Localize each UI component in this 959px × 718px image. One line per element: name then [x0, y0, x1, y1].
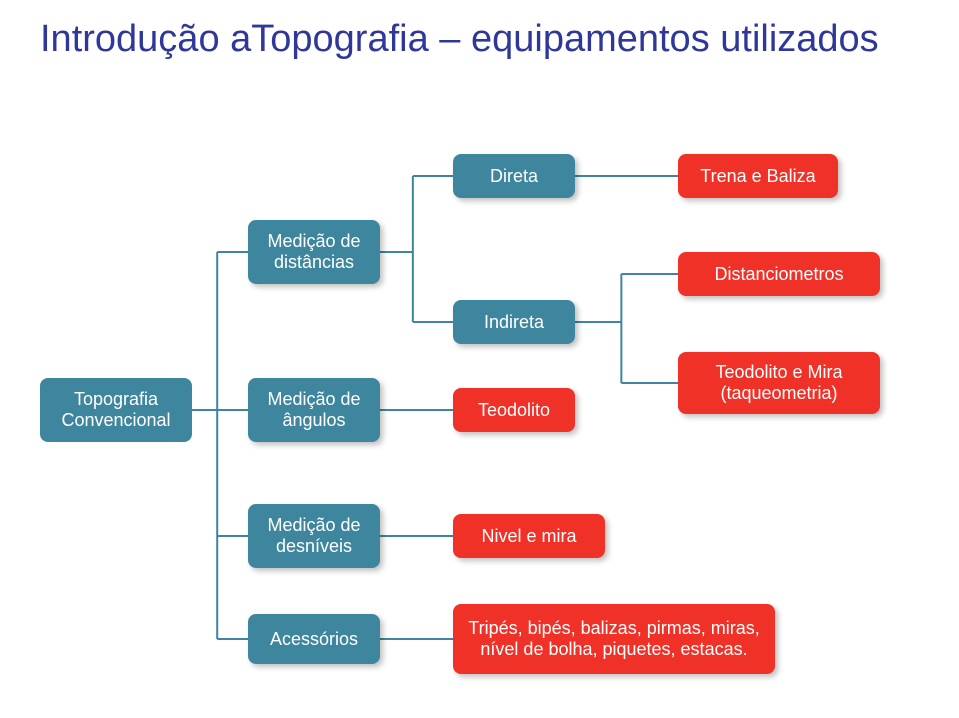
node-nivel: Nivel e mira	[453, 514, 605, 558]
node-dist: Medição de distâncias	[248, 220, 380, 284]
node-direta: Direta	[453, 154, 575, 198]
node-aces: Acessórios	[248, 614, 380, 664]
node-mira: Teodolito e Mira (taqueometria)	[678, 352, 880, 414]
node-distmet: Distanciometros	[678, 252, 880, 296]
node-desn: Medição de desníveis	[248, 504, 380, 568]
node-root: Topografia Convencional	[40, 378, 192, 442]
node-ang: Medição de ângulos	[248, 378, 380, 442]
node-indireta: Indireta	[453, 300, 575, 344]
node-trena: Trena e Baliza	[678, 154, 838, 198]
page-title: Introdução aTopografia – equipamentos ut…	[40, 18, 879, 62]
node-teodolito: Teodolito	[453, 388, 575, 432]
node-tripes: Tripés, bipés, balizas, pirmas, miras, n…	[453, 604, 775, 674]
